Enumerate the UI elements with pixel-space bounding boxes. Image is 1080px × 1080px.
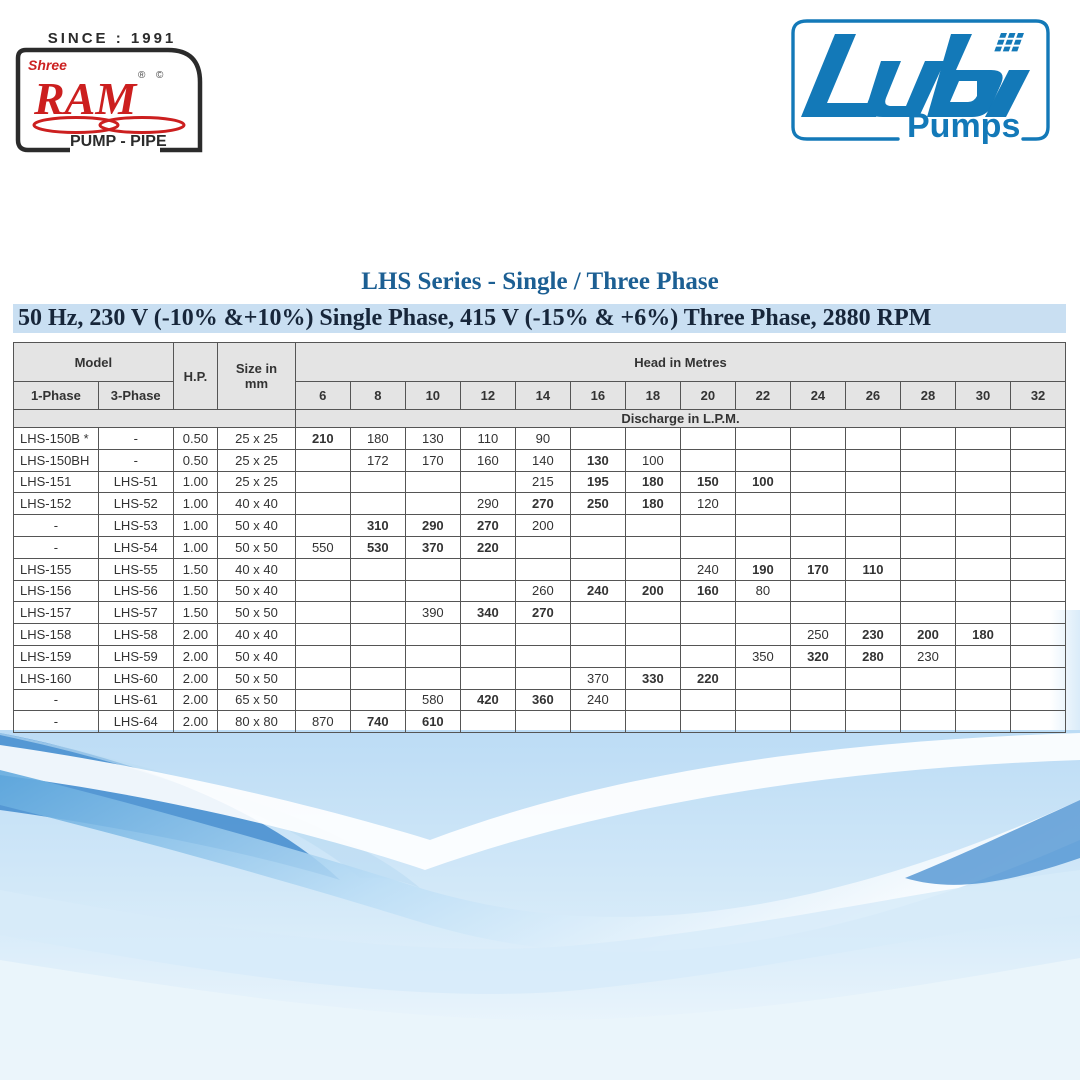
svg-text:©: © <box>156 70 164 81</box>
svg-text:PUMP - PIPE: PUMP - PIPE <box>70 133 167 150</box>
svg-text:®: ® <box>138 70 146 81</box>
svg-text:SINCE : 1991: SINCE : 1991 <box>48 30 177 47</box>
svg-text:Shree: Shree <box>28 57 67 73</box>
